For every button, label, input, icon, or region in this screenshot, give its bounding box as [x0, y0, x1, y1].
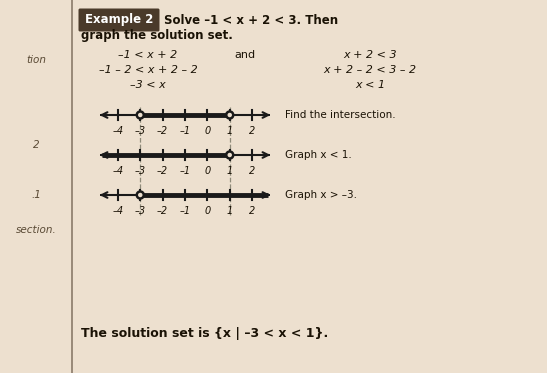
- Text: –1 < x + 2: –1 < x + 2: [118, 50, 178, 60]
- Text: 2: 2: [249, 206, 255, 216]
- Text: –3: –3: [135, 206, 146, 216]
- Circle shape: [137, 191, 144, 198]
- Text: 1: 1: [226, 166, 233, 176]
- Text: x + 2 < 3: x + 2 < 3: [343, 50, 397, 60]
- Text: x < 1: x < 1: [355, 80, 385, 90]
- Text: and: and: [235, 50, 255, 60]
- Text: Find the intersection.: Find the intersection.: [285, 110, 395, 120]
- Text: 2: 2: [33, 140, 39, 150]
- Text: –1: –1: [179, 126, 190, 136]
- Text: graph the solution set.: graph the solution set.: [81, 29, 233, 43]
- Text: –3: –3: [135, 126, 146, 136]
- Text: 1: 1: [226, 206, 233, 216]
- Text: –2: –2: [157, 166, 168, 176]
- Text: –4: –4: [112, 166, 124, 176]
- Text: Graph x < 1.: Graph x < 1.: [285, 150, 352, 160]
- Text: Graph x > –3.: Graph x > –3.: [285, 190, 357, 200]
- Text: 2: 2: [249, 166, 255, 176]
- Text: .1: .1: [31, 190, 41, 200]
- Text: x + 2 – 2 < 3 – 2: x + 2 – 2 < 3 – 2: [323, 65, 417, 75]
- Text: Solve –1 < x + 2 < 3. Then: Solve –1 < x + 2 < 3. Then: [164, 13, 338, 26]
- Text: –1: –1: [179, 166, 190, 176]
- Text: –4: –4: [112, 126, 124, 136]
- Text: –4: –4: [112, 206, 124, 216]
- Text: 1: 1: [226, 126, 233, 136]
- Text: section.: section.: [16, 225, 56, 235]
- Text: tion: tion: [26, 55, 46, 65]
- Text: –2: –2: [157, 126, 168, 136]
- Text: Example 2: Example 2: [85, 13, 153, 26]
- Text: –3 < x: –3 < x: [130, 80, 166, 90]
- Text: –3: –3: [135, 166, 146, 176]
- Text: –1: –1: [179, 206, 190, 216]
- Text: –2: –2: [157, 206, 168, 216]
- Text: 2: 2: [249, 126, 255, 136]
- Circle shape: [137, 112, 144, 119]
- Circle shape: [226, 112, 233, 119]
- Text: 0: 0: [204, 206, 211, 216]
- Circle shape: [226, 151, 233, 159]
- FancyBboxPatch shape: [79, 9, 160, 31]
- Text: 0: 0: [204, 166, 211, 176]
- Text: The solution set is {x | –3 < x < 1}.: The solution set is {x | –3 < x < 1}.: [81, 326, 328, 339]
- Text: 0: 0: [204, 126, 211, 136]
- Text: –1 – 2 < x + 2 – 2: –1 – 2 < x + 2 – 2: [98, 65, 197, 75]
